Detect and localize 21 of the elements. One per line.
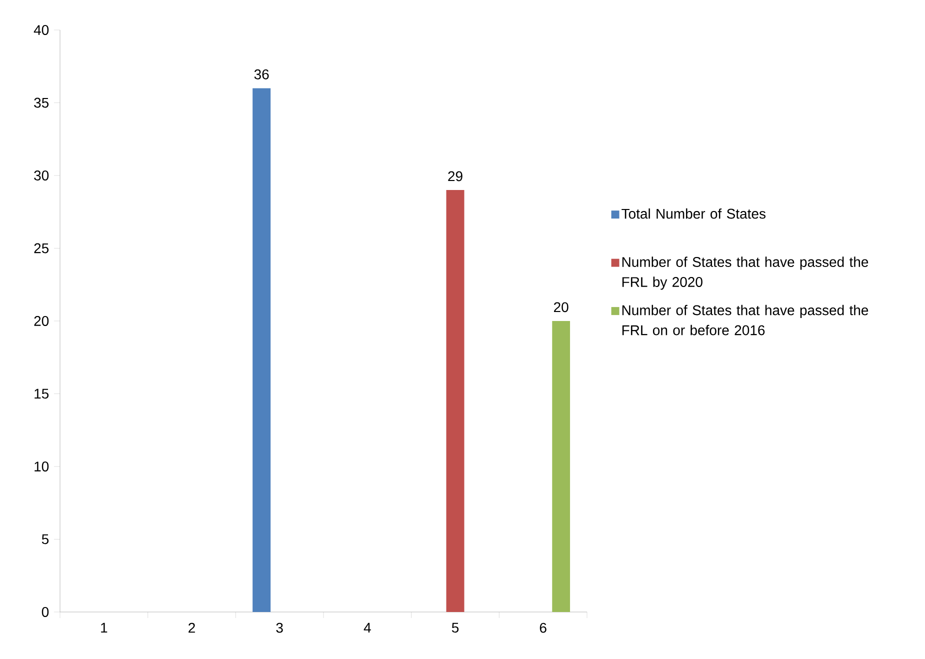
y-tick-label: 15	[34, 388, 49, 399]
y-tick-label: 40	[34, 25, 49, 35]
x-tick-label: 2	[188, 622, 195, 633]
y-tick-label: 20	[34, 316, 49, 326]
y-tick-label: 25	[34, 243, 49, 254]
x-tick-label: 4	[364, 622, 371, 632]
y-tick-label: 10	[34, 462, 49, 472]
data-label: 20	[554, 302, 568, 312]
y-tick-label: 0	[42, 607, 49, 617]
data-label: 29	[448, 171, 462, 182]
x-tick-label: 6	[540, 622, 546, 633]
data-label: 36	[254, 69, 269, 80]
y-tick-label: 5	[42, 534, 49, 544]
x-tick-label: 1	[101, 622, 108, 632]
legend-label: Number of States that have passed the FRL on or before 2016	[622, 304, 868, 336]
x-tick-label: 3	[276, 622, 283, 633]
legend-label: Number of States that have passed the FRL by 2020	[622, 256, 868, 290]
x-tick-label: 5	[452, 622, 459, 633]
y-tick-label: 30	[34, 170, 49, 180]
y-tick-label: 35	[34, 98, 49, 108]
legend-label: Total Number of States	[622, 208, 766, 219]
